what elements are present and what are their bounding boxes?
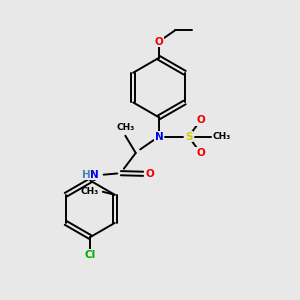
Text: CH₃: CH₃ (212, 132, 231, 141)
Text: N: N (154, 132, 163, 142)
Text: CH₃: CH₃ (80, 187, 98, 196)
Text: Cl: Cl (85, 250, 96, 260)
Text: O: O (196, 115, 205, 125)
Text: O: O (145, 169, 154, 179)
Text: H: H (82, 170, 90, 180)
Text: O: O (154, 37, 163, 46)
Text: N: N (90, 170, 99, 180)
Text: CH₃: CH₃ (116, 123, 134, 132)
Text: O: O (196, 148, 205, 158)
Text: S: S (185, 132, 192, 142)
